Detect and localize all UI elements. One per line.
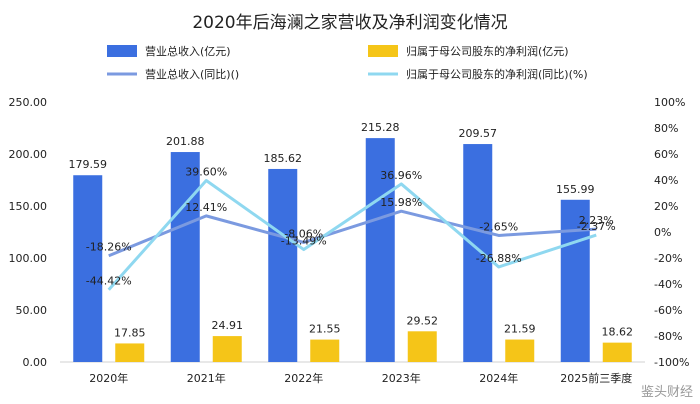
right-axis-tick: -100%: [654, 356, 689, 369]
bar-net-profit: [310, 339, 340, 362]
data-labels: 179.59 201.88 185.62 215.28 209.57 155.99 17.8…: [69, 121, 634, 339]
x-axis-tick: 2024年: [479, 371, 518, 385]
line-label: 36.96%: [380, 169, 422, 182]
line-label: -18.26%: [86, 241, 132, 254]
right-axis-tick: 20%: [654, 200, 678, 213]
bar-label: 201.88: [166, 135, 205, 148]
bar-label: 215.28: [361, 121, 400, 134]
legend-label: 营业总收入(同比)(): [145, 67, 239, 81]
bar-label: 179.59: [69, 158, 108, 171]
line-label: 39.60%: [185, 166, 227, 179]
line-net-profit-yoy: [107, 179, 597, 291]
legend-label: 营业总收入(亿元): [145, 44, 231, 58]
right-axis: -100% -80% -60% -40% -20% 0% 20% 40% 60% 80% 100%: [654, 96, 689, 369]
left-axis-tick: 200.00: [9, 148, 48, 161]
bar-revenue: [560, 199, 590, 362]
line-label: 15.98%: [380, 196, 422, 209]
watermark: 鉴头财经: [641, 385, 693, 400]
left-axis-tick: 0.00: [23, 356, 48, 369]
lines: [107, 179, 597, 291]
line-label: 2.23%: [579, 214, 614, 227]
legend-swatch: [368, 45, 398, 57]
bar-revenue: [73, 175, 103, 362]
right-axis-tick: 0%: [654, 226, 671, 239]
bar-label: 21.59: [504, 323, 536, 336]
right-axis-tick: -20%: [654, 252, 682, 265]
legend-label: 归属于母公司股东的净利润(同比)(%): [406, 67, 588, 81]
bar-label: 17.85: [114, 326, 146, 339]
right-axis-tick: 40%: [654, 174, 678, 187]
x-axis-tick: 2021年: [187, 371, 226, 385]
x-axis-tick: 2022年: [284, 371, 323, 385]
line-label: -8.06%: [284, 227, 323, 240]
right-axis-tick: -60%: [654, 304, 682, 317]
bar-revenue: [463, 144, 493, 362]
line-label: -2.65%: [479, 220, 518, 233]
right-axis-tick: 80%: [654, 122, 678, 135]
bar-net-profit: [212, 336, 242, 362]
bar-label: 21.55: [309, 323, 341, 336]
bar-net-profit: [115, 343, 145, 362]
left-axis-tick: 50.00: [16, 304, 48, 317]
x-axis: 2020年 2021年 2022年 2023年 2024年 2025前三季度: [60, 361, 645, 385]
right-axis-tick: 60%: [654, 148, 678, 161]
bar-label: 18.62: [602, 326, 634, 339]
legend-swatch: [107, 45, 137, 57]
chart-title: 2020年后海澜之家营收及净利润变化情况: [192, 13, 507, 33]
left-axis-tick: 150.00: [9, 200, 48, 213]
x-axis-tick: 2020年: [89, 371, 128, 385]
bars: [73, 138, 632, 362]
line-revenue-yoy: [108, 209, 597, 258]
bar-label: 29.52: [407, 314, 439, 327]
bar-revenue: [268, 168, 298, 362]
line-label: -44.42%: [86, 275, 132, 288]
line-label: -13.49%: [281, 235, 327, 248]
bar-label: 185.62: [264, 152, 303, 165]
x-axis-tick: 2023年: [382, 371, 421, 385]
line-label: -26.88%: [476, 252, 522, 265]
bar-net-profit: [505, 339, 535, 362]
left-axis-tick: 250.00: [9, 96, 48, 109]
bar-revenue: [365, 138, 395, 362]
right-axis-tick: -40%: [654, 278, 682, 291]
right-axis-tick: -80%: [654, 330, 682, 343]
line-label: 12.41%: [185, 201, 227, 214]
line-label: -2.37%: [577, 220, 616, 233]
right-axis-tick: 100%: [654, 96, 685, 109]
x-axis-tick: 2025前三季度: [560, 371, 632, 385]
bar-net-profit: [602, 342, 632, 362]
bar-label: 209.57: [459, 127, 498, 140]
legend: 营业总收入(亿元) 归属于母公司股东的净利润(亿元) 营业总收入(同比)() 归属于母…: [107, 44, 588, 81]
left-axis: 0.00 50.00 100.00 150.00 200.00 250.00: [9, 96, 48, 369]
bar-net-profit: [407, 331, 437, 362]
bar-revenue: [170, 152, 200, 362]
left-axis-tick: 100.00: [9, 252, 48, 265]
bar-label: 24.91: [212, 319, 244, 332]
legend-label: 归属于母公司股东的净利润(亿元): [406, 44, 569, 58]
bar-label: 155.99: [556, 183, 595, 196]
